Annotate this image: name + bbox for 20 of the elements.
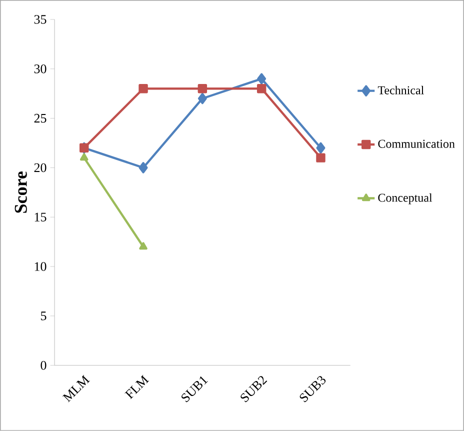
y-tick-label: 20 — [34, 163, 46, 172]
y-tick-label: 10 — [34, 262, 46, 271]
legend-label: Communication — [378, 140, 455, 148]
point — [138, 162, 148, 174]
y-tick-label: 35 — [34, 15, 46, 24]
legend-label: Technical — [378, 86, 424, 94]
y-tick-label: 25 — [34, 114, 46, 123]
y-tick-label: 30 — [34, 64, 46, 74]
point — [138, 84, 148, 94]
y-axis-title: Score — [14, 172, 27, 213]
point — [198, 92, 207, 104]
y-tick-label: 5 — [41, 312, 46, 320]
point — [316, 142, 326, 154]
point — [198, 84, 208, 94]
point — [256, 84, 266, 94]
legend-label: Conceptual — [378, 193, 432, 204]
y-tick-label: 15 — [34, 212, 46, 222]
point — [316, 153, 326, 162]
y-tick-label: 0 — [40, 361, 46, 370]
point — [257, 73, 266, 84]
